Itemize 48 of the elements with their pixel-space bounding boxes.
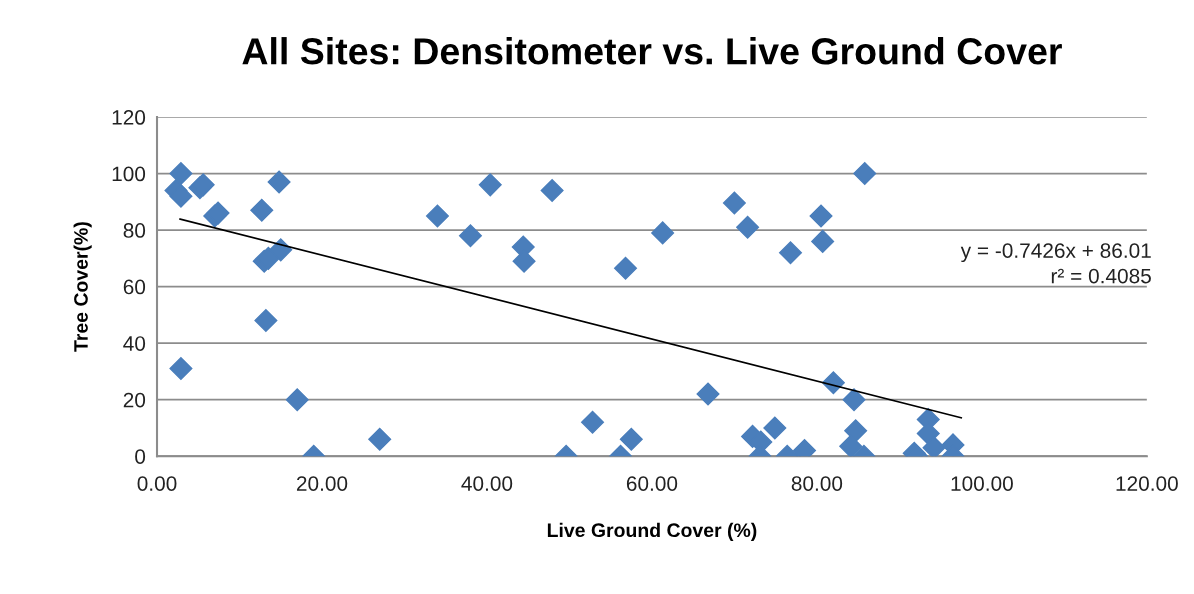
y-tick-label: 100 xyxy=(112,166,146,182)
y-tick-label: 80 xyxy=(123,223,146,238)
point xyxy=(779,241,802,265)
point xyxy=(844,419,868,443)
point xyxy=(285,388,309,412)
point xyxy=(425,204,449,228)
point xyxy=(763,416,787,440)
x-tick-label: 0.00 xyxy=(137,476,177,491)
annotation: y = -0.7426x + 86.01 xyxy=(960,243,1151,263)
point xyxy=(614,256,638,280)
y-axis-title: Tree Cover(%) xyxy=(73,222,92,352)
point xyxy=(169,184,193,208)
point xyxy=(368,427,392,451)
chart-title: All Sites: Densitometer vs. Live Ground Cover xyxy=(242,37,1062,65)
annotation: r² = 0.4085 xyxy=(1051,268,1151,284)
point xyxy=(581,410,605,434)
y-tick-label: 120 xyxy=(112,110,146,125)
x-tick-label: 60.00 xyxy=(626,476,678,491)
y-tick-label: 20 xyxy=(123,392,146,408)
x-tick-label: 100.00 xyxy=(951,476,1013,491)
point xyxy=(254,309,278,333)
point xyxy=(540,179,564,203)
x-tick-label: 40.00 xyxy=(461,476,513,491)
point xyxy=(250,198,274,222)
point xyxy=(267,170,291,194)
point xyxy=(809,204,833,228)
x-tick-label: 120.00 xyxy=(1116,476,1178,491)
x-axis-title: Live Ground Cover (%) xyxy=(547,522,757,541)
point xyxy=(722,191,746,215)
point xyxy=(478,173,502,197)
point xyxy=(458,224,482,248)
y-tick-label: 0 xyxy=(135,449,146,464)
point xyxy=(169,357,193,381)
point xyxy=(839,434,863,457)
point xyxy=(619,427,643,451)
point xyxy=(842,388,866,412)
x-tick-label: 80.00 xyxy=(791,476,843,491)
point xyxy=(269,238,293,262)
y-tick-label: 60 xyxy=(123,279,146,295)
y-tick-label: 40 xyxy=(123,336,146,351)
point xyxy=(736,215,760,239)
x-tick-label: 20.00 xyxy=(296,476,348,491)
point xyxy=(853,162,877,186)
point xyxy=(169,162,193,186)
point xyxy=(696,382,720,406)
point xyxy=(811,229,835,253)
point xyxy=(922,436,946,457)
point xyxy=(651,221,675,245)
